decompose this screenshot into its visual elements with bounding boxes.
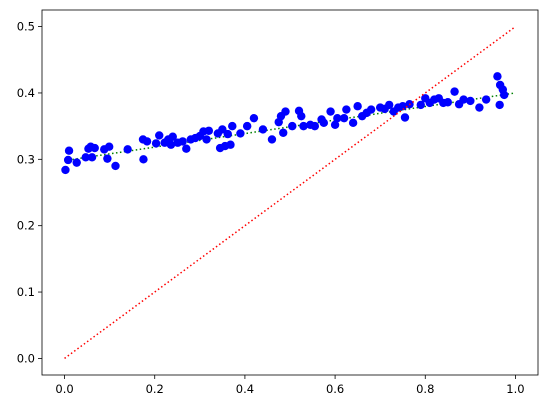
data-point: [111, 161, 120, 171]
data-point: [63, 155, 73, 165]
data-point: [385, 100, 394, 110]
y-tick-label: 0.0: [17, 351, 35, 365]
data-point: [90, 143, 99, 153]
data-point: [495, 100, 504, 110]
y-axis: 0.0 0.1 0.2 0.3 0.4 0.5: [17, 20, 42, 365]
data-point: [416, 100, 425, 110]
data-point: [330, 120, 340, 130]
data-point: [353, 102, 362, 111]
identity-line: [64, 25, 516, 360]
data-point: [81, 153, 90, 162]
data-point: [139, 155, 148, 164]
x-tick-label: 0.8: [416, 382, 434, 396]
identity-line-layer: [64, 25, 516, 360]
y-tick-label: 0.2: [17, 219, 35, 233]
data-point: [299, 121, 308, 131]
data-point: [258, 125, 268, 134]
x-tick-label: 0.2: [146, 382, 164, 396]
x-tick-label: 0.6: [326, 382, 344, 396]
data-point: [168, 132, 177, 141]
x-tick-label: 0.0: [55, 382, 73, 396]
y-tick-label: 0.3: [17, 152, 35, 166]
data-point: [267, 135, 277, 144]
data-point: [281, 107, 290, 116]
data-point: [475, 103, 484, 112]
data-point: [242, 121, 252, 131]
data-point: [499, 90, 509, 100]
data-point: [310, 121, 319, 131]
data-point: [339, 113, 349, 123]
data-point: [400, 113, 410, 122]
data-points: [61, 72, 509, 175]
data-point: [297, 111, 306, 121]
data-point: [459, 95, 468, 104]
data-point: [398, 102, 407, 111]
data-point: [333, 113, 342, 123]
data-point: [166, 140, 176, 149]
x-tick-label: 0.4: [236, 382, 254, 396]
data-point: [279, 128, 288, 137]
x-tick-label: 1.0: [506, 382, 524, 396]
data-point: [178, 137, 187, 146]
data-point: [72, 158, 81, 167]
y-tick-label: 0.1: [17, 285, 35, 299]
data-point: [104, 142, 114, 151]
data-point: [450, 87, 459, 96]
data-point: [182, 144, 191, 153]
data-point: [64, 146, 74, 155]
data-point: [288, 121, 297, 131]
data-point: [366, 105, 376, 114]
data-point: [223, 129, 232, 139]
data-point: [155, 131, 164, 140]
plot-frame: [41, 9, 539, 376]
y-tick-label: 0.4: [17, 86, 35, 100]
y-tick-label: 0.5: [17, 20, 35, 34]
data-point: [204, 126, 214, 135]
data-point: [61, 165, 70, 175]
data-point: [103, 154, 112, 163]
data-point: [481, 95, 491, 104]
data-point: [443, 98, 453, 107]
data-point: [249, 113, 259, 123]
data-point: [493, 72, 502, 81]
data-point: [226, 140, 235, 149]
data-point: [342, 105, 351, 114]
data-point: [466, 96, 475, 106]
data-point: [326, 107, 335, 116]
data-point: [319, 118, 329, 128]
data-point: [142, 137, 152, 146]
data-point: [87, 153, 97, 162]
data-point: [123, 145, 132, 154]
data-point: [228, 121, 237, 131]
data-point: [151, 139, 161, 148]
x-axis: 0.0 0.2 0.4 0.6 0.8 1.0: [55, 375, 525, 396]
data-point: [202, 135, 211, 144]
data-point: [348, 118, 358, 128]
data-point: [236, 129, 245, 138]
